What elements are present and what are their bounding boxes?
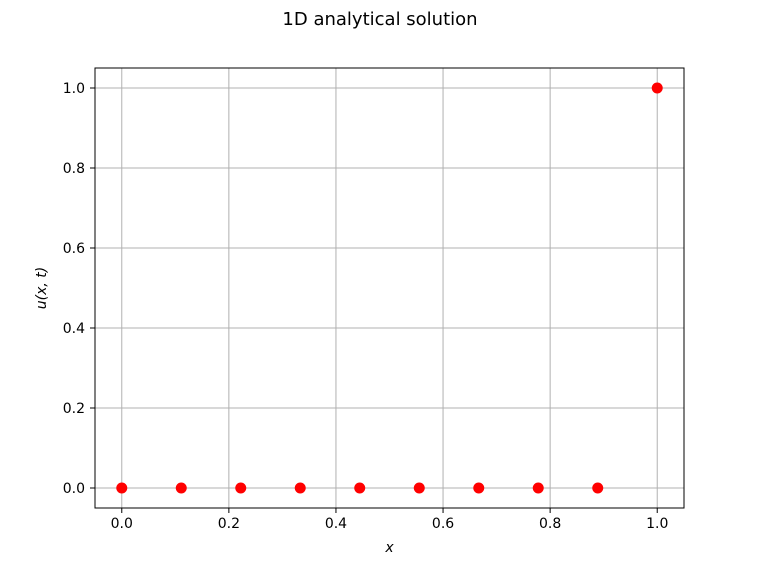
- y-tick-labels: 0.0 0.2 0.4 0.6 0.8 1.0: [63, 81, 85, 497]
- x-tick-label: 0.4: [325, 516, 347, 532]
- plot-frame: [94, 67, 685, 509]
- data-point: [592, 482, 604, 494]
- y-tick-label: 0.4: [63, 321, 85, 337]
- data-points: [116, 82, 663, 494]
- chart-title: 1D analytical solution: [282, 9, 477, 30]
- data-point: [473, 482, 485, 494]
- y-axis-label: u(x, t): [34, 267, 50, 309]
- x-tick-label: 0.6: [432, 516, 454, 532]
- data-point: [413, 482, 425, 494]
- data-point: [354, 482, 366, 494]
- y-tick-label: 0.2: [63, 401, 85, 417]
- data-point: [175, 482, 187, 494]
- data-point: [532, 482, 544, 494]
- x-tick-label: 1.0: [646, 516, 668, 532]
- x-tick-label: 0.2: [218, 516, 240, 532]
- tick-layer: [90, 87, 658, 513]
- x-tick-label: 0.8: [539, 516, 561, 532]
- x-axis-label: x: [384, 540, 394, 556]
- data-point: [235, 482, 247, 494]
- grid-layer: [95, 68, 684, 508]
- x-tick-labels: 0.0 0.2 0.4 0.6 0.8 1.0: [111, 516, 669, 532]
- data-point: [294, 482, 306, 494]
- y-tick-label: 0.0: [63, 481, 85, 497]
- data-point: [116, 482, 128, 494]
- y-tick-label: 0.8: [63, 161, 85, 177]
- y-tick-label: 1.0: [63, 81, 85, 97]
- x-tick-label: 0.0: [111, 516, 133, 532]
- y-tick-label: 0.6: [63, 241, 85, 257]
- data-point: [651, 82, 663, 94]
